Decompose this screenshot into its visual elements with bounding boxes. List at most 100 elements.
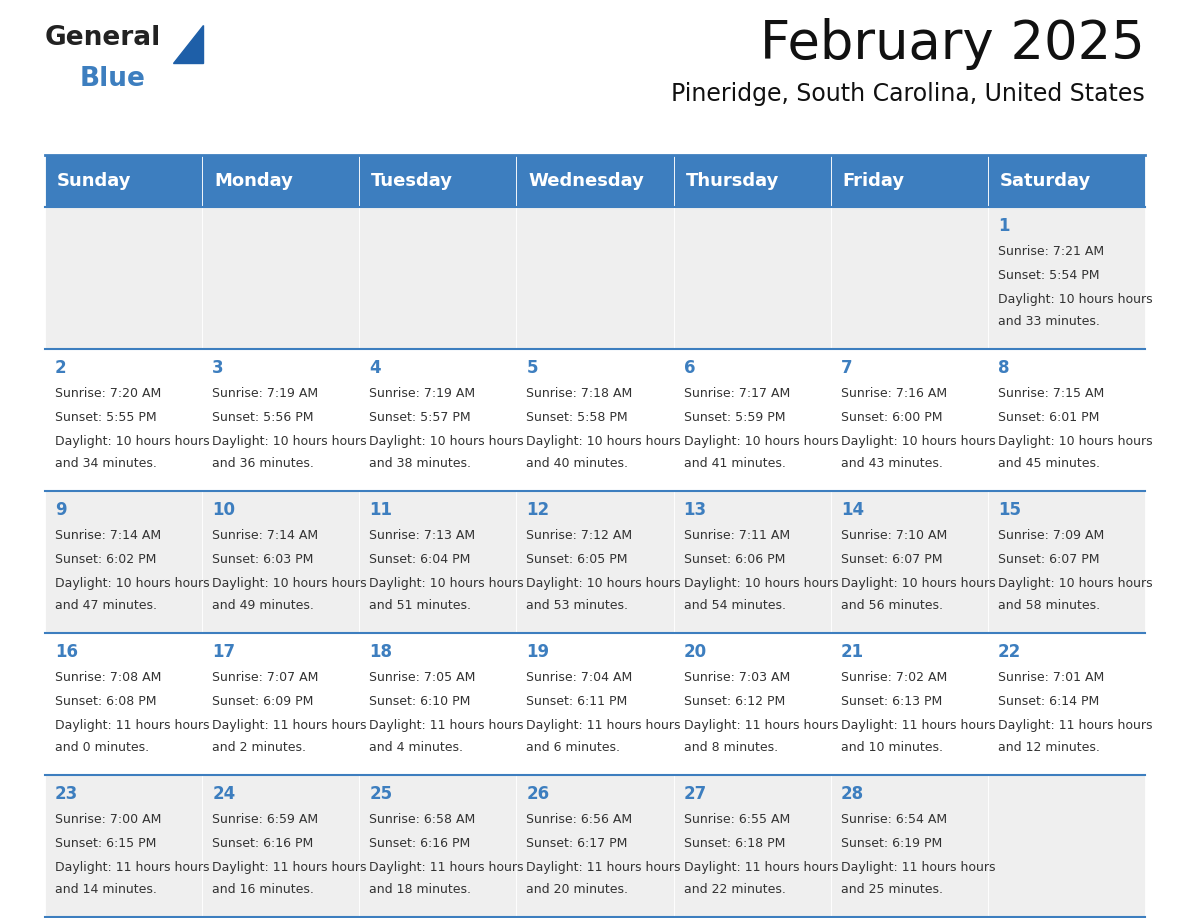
Text: Sunset: 6:18 PM: Sunset: 6:18 PM xyxy=(683,837,785,850)
Bar xyxy=(202,491,359,633)
Bar xyxy=(359,155,517,207)
Text: and 16 minutes.: and 16 minutes. xyxy=(213,883,314,896)
Text: 7: 7 xyxy=(841,359,852,377)
Text: Daylight: 10 hours hours: Daylight: 10 hours hours xyxy=(998,293,1152,306)
Text: Sunrise: 7:14 AM: Sunrise: 7:14 AM xyxy=(55,529,162,542)
Text: and 40 minutes.: and 40 minutes. xyxy=(526,457,628,470)
Text: Saturday: Saturday xyxy=(1000,172,1091,190)
Text: Sunset: 6:16 PM: Sunset: 6:16 PM xyxy=(369,837,470,850)
Text: Daylight: 10 hours hours: Daylight: 10 hours hours xyxy=(55,435,209,448)
Text: 19: 19 xyxy=(526,643,550,661)
Text: Sunset: 6:17 PM: Sunset: 6:17 PM xyxy=(526,837,627,850)
Bar xyxy=(202,349,359,491)
Bar xyxy=(988,633,1145,775)
Text: 11: 11 xyxy=(369,501,392,519)
Text: and 14 minutes.: and 14 minutes. xyxy=(55,883,157,896)
Text: Daylight: 10 hours hours: Daylight: 10 hours hours xyxy=(369,435,524,448)
Text: 24: 24 xyxy=(213,785,235,803)
Text: Thursday: Thursday xyxy=(685,172,779,190)
Text: Wednesday: Wednesday xyxy=(529,172,644,190)
Bar xyxy=(359,491,517,633)
Text: Sunset: 6:13 PM: Sunset: 6:13 PM xyxy=(841,695,942,708)
Text: 1: 1 xyxy=(998,217,1010,235)
Bar xyxy=(45,491,202,633)
Text: Sunset: 6:11 PM: Sunset: 6:11 PM xyxy=(526,695,627,708)
Text: Sunset: 6:19 PM: Sunset: 6:19 PM xyxy=(841,837,942,850)
Text: Daylight: 10 hours hours: Daylight: 10 hours hours xyxy=(998,435,1152,448)
Text: Sunrise: 7:18 AM: Sunrise: 7:18 AM xyxy=(526,387,633,400)
Text: Daylight: 10 hours hours: Daylight: 10 hours hours xyxy=(213,435,367,448)
Text: Sunset: 6:04 PM: Sunset: 6:04 PM xyxy=(369,553,470,566)
Text: and 8 minutes.: and 8 minutes. xyxy=(683,741,778,754)
Text: and 36 minutes.: and 36 minutes. xyxy=(213,457,314,470)
Bar xyxy=(830,349,988,491)
Text: Daylight: 11 hours hours: Daylight: 11 hours hours xyxy=(526,861,681,874)
Text: Sunrise: 7:17 AM: Sunrise: 7:17 AM xyxy=(683,387,790,400)
Text: 16: 16 xyxy=(55,643,78,661)
Text: and 18 minutes.: and 18 minutes. xyxy=(369,883,472,896)
Bar xyxy=(830,155,988,207)
Text: Sunrise: 7:00 AM: Sunrise: 7:00 AM xyxy=(55,813,162,826)
Text: Sunset: 6:01 PM: Sunset: 6:01 PM xyxy=(998,411,1099,424)
Text: Sunrise: 7:13 AM: Sunrise: 7:13 AM xyxy=(369,529,475,542)
Text: Sunday: Sunday xyxy=(57,172,132,190)
Text: February 2025: February 2025 xyxy=(760,18,1145,70)
Text: and 4 minutes.: and 4 minutes. xyxy=(369,741,463,754)
Text: Daylight: 10 hours hours: Daylight: 10 hours hours xyxy=(998,577,1152,590)
Text: 9: 9 xyxy=(55,501,67,519)
Bar xyxy=(988,155,1145,207)
Text: Sunrise: 7:12 AM: Sunrise: 7:12 AM xyxy=(526,529,632,542)
Text: 10: 10 xyxy=(213,501,235,519)
Bar xyxy=(674,775,830,917)
Text: and 22 minutes.: and 22 minutes. xyxy=(683,883,785,896)
Bar xyxy=(830,207,988,349)
Text: Sunrise: 7:11 AM: Sunrise: 7:11 AM xyxy=(683,529,790,542)
Text: Daylight: 11 hours hours: Daylight: 11 hours hours xyxy=(683,719,838,732)
Bar xyxy=(202,155,359,207)
Text: 12: 12 xyxy=(526,501,550,519)
Text: Sunset: 6:14 PM: Sunset: 6:14 PM xyxy=(998,695,1099,708)
Text: Daylight: 11 hours hours: Daylight: 11 hours hours xyxy=(841,861,996,874)
Text: and 34 minutes.: and 34 minutes. xyxy=(55,457,157,470)
Text: 8: 8 xyxy=(998,359,1010,377)
Text: Sunrise: 7:02 AM: Sunrise: 7:02 AM xyxy=(841,671,947,684)
Text: 22: 22 xyxy=(998,643,1022,661)
Bar xyxy=(517,775,674,917)
Bar xyxy=(517,207,674,349)
Bar xyxy=(830,491,988,633)
Text: Daylight: 11 hours hours: Daylight: 11 hours hours xyxy=(55,861,209,874)
Text: and 2 minutes.: and 2 minutes. xyxy=(213,741,307,754)
Text: Sunrise: 7:08 AM: Sunrise: 7:08 AM xyxy=(55,671,162,684)
Text: Daylight: 10 hours hours: Daylight: 10 hours hours xyxy=(841,577,996,590)
Text: Sunrise: 7:05 AM: Sunrise: 7:05 AM xyxy=(369,671,475,684)
Bar xyxy=(674,633,830,775)
Text: Daylight: 11 hours hours: Daylight: 11 hours hours xyxy=(213,861,367,874)
Text: 23: 23 xyxy=(55,785,78,803)
Text: Sunset: 6:09 PM: Sunset: 6:09 PM xyxy=(213,695,314,708)
Bar xyxy=(359,633,517,775)
Text: Daylight: 11 hours hours: Daylight: 11 hours hours xyxy=(841,719,996,732)
Text: Sunrise: 6:59 AM: Sunrise: 6:59 AM xyxy=(213,813,318,826)
Bar xyxy=(517,155,674,207)
Text: Sunrise: 6:55 AM: Sunrise: 6:55 AM xyxy=(683,813,790,826)
Text: Sunset: 6:10 PM: Sunset: 6:10 PM xyxy=(369,695,470,708)
Bar xyxy=(988,775,1145,917)
Text: and 53 minutes.: and 53 minutes. xyxy=(526,599,628,612)
Text: and 54 minutes.: and 54 minutes. xyxy=(683,599,785,612)
Text: Sunrise: 7:16 AM: Sunrise: 7:16 AM xyxy=(841,387,947,400)
Text: Sunrise: 7:07 AM: Sunrise: 7:07 AM xyxy=(213,671,318,684)
Bar xyxy=(517,349,674,491)
Text: and 51 minutes.: and 51 minutes. xyxy=(369,599,472,612)
Bar xyxy=(359,775,517,917)
Text: and 10 minutes.: and 10 minutes. xyxy=(841,741,943,754)
Text: and 38 minutes.: and 38 minutes. xyxy=(369,457,472,470)
Bar xyxy=(517,633,674,775)
Bar xyxy=(202,207,359,349)
Text: Sunset: 5:57 PM: Sunset: 5:57 PM xyxy=(369,411,470,424)
Text: Sunset: 6:12 PM: Sunset: 6:12 PM xyxy=(683,695,785,708)
Text: Sunset: 6:16 PM: Sunset: 6:16 PM xyxy=(213,837,314,850)
Text: Sunset: 6:07 PM: Sunset: 6:07 PM xyxy=(998,553,1099,566)
Text: Sunset: 5:55 PM: Sunset: 5:55 PM xyxy=(55,411,157,424)
Text: and 0 minutes.: and 0 minutes. xyxy=(55,741,150,754)
Text: and 43 minutes.: and 43 minutes. xyxy=(841,457,942,470)
